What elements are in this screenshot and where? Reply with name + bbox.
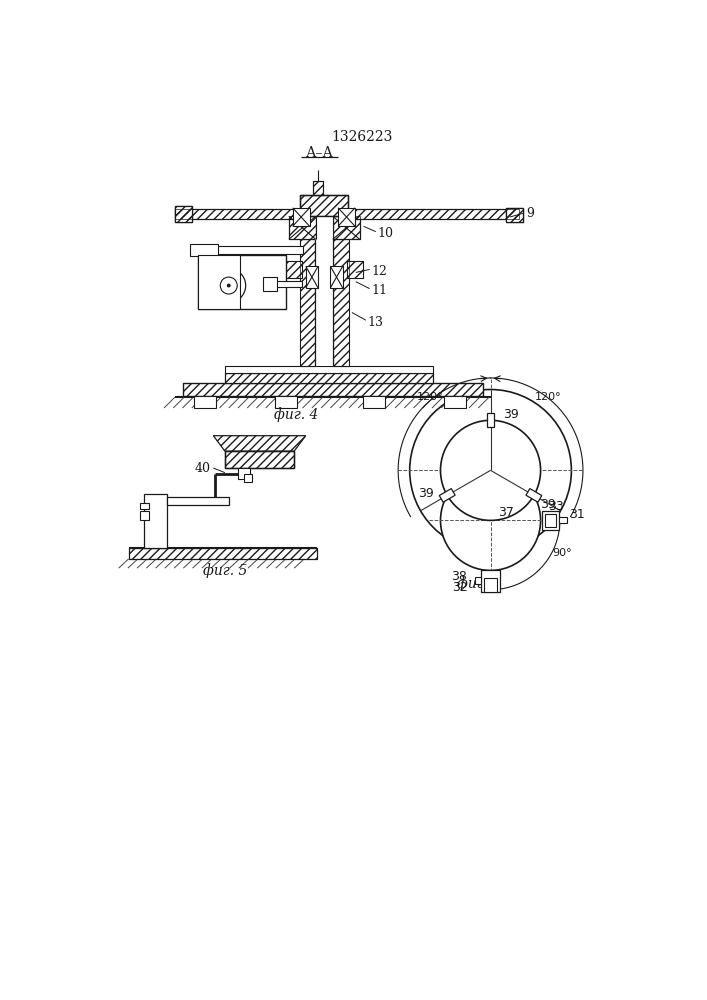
Circle shape: [227, 284, 230, 287]
Bar: [175, 206, 192, 222]
Bar: [506, 208, 523, 222]
Circle shape: [221, 277, 238, 294]
Bar: [182, 383, 483, 396]
Bar: [312, 181, 324, 195]
Bar: [288, 216, 316, 239]
Bar: [225, 373, 433, 383]
Bar: [225, 451, 294, 468]
Bar: [285, 261, 302, 278]
Text: 10: 10: [378, 227, 393, 240]
Bar: [506, 208, 523, 222]
Text: 33: 33: [549, 500, 564, 513]
Text: А–А: А–А: [305, 146, 334, 160]
Circle shape: [440, 470, 541, 570]
Bar: [481, 570, 500, 592]
Bar: [338, 208, 355, 226]
Text: 39: 39: [418, 487, 433, 500]
Bar: [144, 494, 167, 548]
Bar: [275, 281, 302, 287]
Text: 40: 40: [195, 462, 211, 475]
Bar: [300, 195, 348, 216]
Text: 11: 11: [371, 284, 387, 297]
Bar: [293, 208, 310, 226]
Bar: [316, 216, 333, 239]
Polygon shape: [439, 489, 455, 502]
Bar: [129, 548, 317, 559]
Bar: [300, 239, 315, 366]
Bar: [182, 383, 483, 396]
Bar: [334, 239, 349, 366]
Text: 38: 38: [452, 570, 467, 583]
Bar: [363, 396, 385, 408]
Bar: [225, 366, 433, 373]
Circle shape: [212, 269, 246, 302]
Bar: [288, 216, 316, 239]
Bar: [225, 451, 294, 468]
Bar: [175, 209, 300, 219]
Bar: [475, 577, 481, 584]
Text: 37: 37: [498, 506, 514, 519]
Bar: [198, 255, 240, 309]
Bar: [333, 216, 360, 239]
Bar: [333, 216, 360, 239]
Bar: [238, 468, 250, 479]
Bar: [484, 578, 497, 592]
Bar: [545, 514, 556, 527]
Bar: [194, 396, 216, 408]
Bar: [444, 396, 466, 408]
Polygon shape: [526, 489, 542, 502]
Bar: [315, 239, 334, 366]
Text: фиг. 4: фиг. 4: [274, 407, 319, 422]
Bar: [129, 548, 317, 559]
Circle shape: [409, 389, 571, 551]
Bar: [225, 451, 294, 468]
Bar: [312, 181, 324, 195]
Text: 13: 13: [368, 316, 383, 329]
Bar: [346, 261, 363, 278]
Bar: [225, 373, 433, 383]
Bar: [542, 511, 559, 530]
Bar: [275, 396, 296, 408]
Circle shape: [440, 420, 541, 520]
Bar: [506, 208, 523, 222]
Text: 90°: 90°: [552, 548, 572, 558]
Text: 120°: 120°: [535, 392, 561, 402]
Bar: [140, 503, 149, 509]
Bar: [300, 239, 315, 366]
Polygon shape: [214, 436, 305, 451]
Bar: [175, 209, 300, 219]
Text: фиг. 5: фиг. 5: [203, 563, 247, 578]
Bar: [285, 261, 302, 278]
Bar: [215, 246, 303, 254]
Bar: [167, 497, 229, 505]
Text: 39: 39: [503, 408, 519, 421]
Text: 39: 39: [540, 498, 556, 511]
Text: 1326223: 1326223: [332, 130, 392, 144]
Bar: [140, 511, 149, 520]
Bar: [312, 181, 324, 195]
Bar: [244, 474, 252, 482]
Text: 32: 32: [452, 581, 467, 594]
Bar: [346, 261, 363, 278]
Polygon shape: [486, 413, 494, 427]
Bar: [198, 255, 286, 309]
Text: 9: 9: [527, 207, 534, 220]
Text: фиг. 6: фиг. 6: [457, 576, 501, 591]
Text: 12: 12: [371, 265, 387, 278]
Bar: [175, 206, 192, 222]
Bar: [330, 266, 343, 288]
Bar: [264, 277, 277, 291]
Text: 120°: 120°: [417, 392, 444, 402]
Bar: [334, 239, 349, 366]
Bar: [305, 266, 318, 288]
Bar: [559, 517, 567, 523]
Bar: [175, 206, 192, 222]
Bar: [350, 209, 519, 219]
Bar: [300, 195, 348, 216]
Bar: [190, 244, 218, 256]
Bar: [300, 195, 348, 216]
Bar: [350, 209, 519, 219]
Text: 31: 31: [569, 508, 585, 521]
